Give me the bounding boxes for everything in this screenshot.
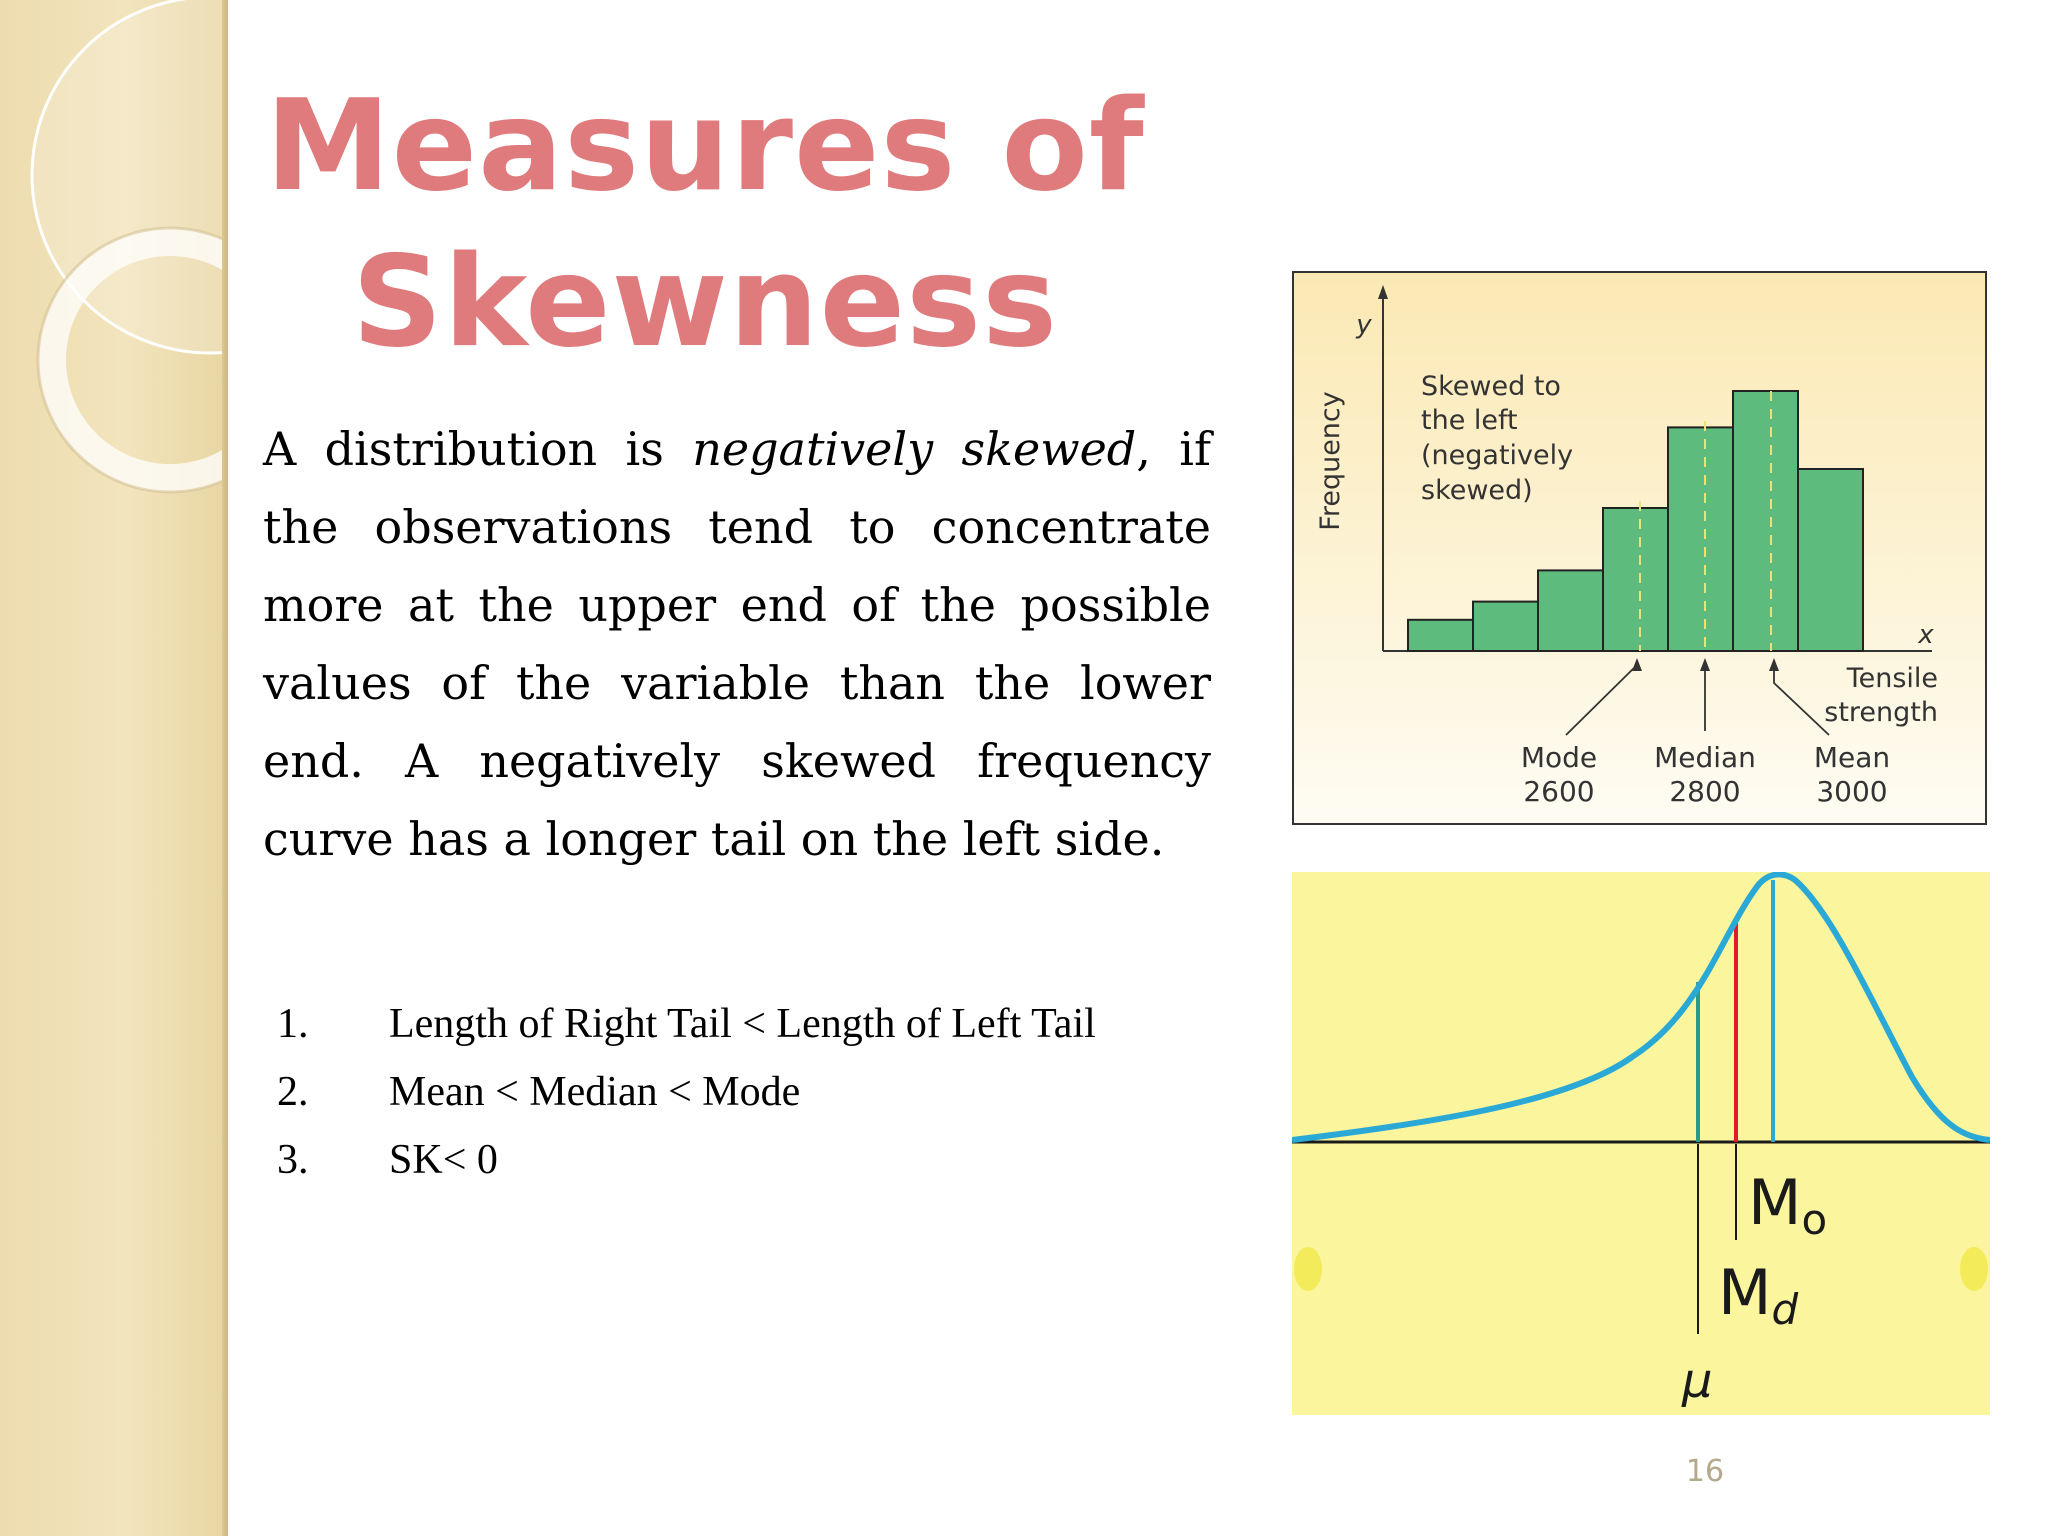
list-item: 2. Mean < Median < Mode [277, 1058, 1197, 1126]
decorative-dot [1294, 1247, 1322, 1291]
mean-pointer [1773, 665, 1830, 736]
mean-value: 3000 [1816, 775, 1887, 808]
histogram-bar [1472, 600, 1539, 653]
histogram-bar [1407, 618, 1474, 652]
x-axis-symbol: x [1917, 620, 1934, 650]
title-line-2: Skewness [351, 228, 1059, 375]
median-value: 2800 [1669, 775, 1740, 808]
mode-arrowhead [1632, 658, 1642, 671]
mode-pointer [1565, 664, 1638, 736]
paragraph-intro: A distribution is [263, 422, 693, 476]
skew-annotation-line: skewed) [1421, 475, 1533, 506]
histogram-bar [1667, 426, 1734, 652]
mean-symbol: μ [1681, 1353, 1713, 1409]
histogram-bar [1732, 390, 1799, 652]
decorative-sidebar [0, 0, 228, 1536]
histogram-panel: y x Frequency Skewed to the left (negati… [1292, 271, 1987, 825]
median-arrowhead [1700, 658, 1710, 671]
definition-paragraph: A distribution is negatively skewed, if … [263, 410, 1211, 878]
mode-label: Mode [1521, 741, 1597, 774]
y-axis-arrow [1378, 285, 1388, 299]
marker-arrows [1565, 664, 1830, 736]
paragraph-term: negatively skewed [692, 422, 1137, 476]
skew-curve-panel: Mo Md μ [1291, 871, 1991, 1415]
list-item-text: Length of Right Tail < Length of Left Ta… [389, 1001, 1096, 1047]
list-item-text: Mean < Median < Mode [389, 1069, 801, 1115]
histogram-bars [1407, 390, 1864, 653]
skew-curve-chart: Mo Md μ [1291, 871, 1991, 1409]
list-item: 3. SK< 0 [277, 1126, 1197, 1194]
mean-label: Mean [1814, 741, 1890, 774]
skew-annotation-line: (negatively [1421, 440, 1573, 471]
y-axis-symbol: y [1355, 310, 1372, 340]
sidebar-edge [222, 0, 228, 1536]
list-item-number: 2. [277, 1069, 309, 1115]
paragraph-rest: , if the observations tend to concentrat… [263, 422, 1211, 866]
mode-symbol: Mo [1748, 1166, 1827, 1244]
x-axis-label-line-1: Tensile [1846, 663, 1938, 694]
properties-list: 1. Length of Right Tail < Length of Left… [277, 990, 1197, 1194]
decorative-rings [30, 0, 228, 494]
histogram-bar [1537, 569, 1604, 652]
mean-arrowhead [1769, 658, 1779, 671]
density-curve [1291, 871, 1991, 1143]
histogram-bar [1797, 468, 1864, 652]
x-axis-label-line-2: strength [1824, 697, 1938, 728]
title-line-1: Measures of [265, 72, 1145, 219]
median-symbol: Md [1718, 1256, 1799, 1334]
mode-value: 2600 [1523, 775, 1594, 808]
page-number: 16 [1685, 1454, 1725, 1489]
decorative-dot [1960, 1247, 1988, 1291]
list-item-number: 3. [277, 1137, 309, 1183]
skew-annotation-line: Skewed to [1421, 371, 1561, 402]
median-label: Median [1654, 741, 1756, 774]
histogram-bar [1602, 507, 1669, 652]
histogram-chart: y x Frequency Skewed to the left (negati… [1315, 285, 1938, 808]
slide-title: Measures of Skewness [230, 68, 1180, 380]
list-item-text: SK< 0 [389, 1137, 498, 1183]
y-axis-label: Frequency [1315, 391, 1346, 531]
list-item-number: 1. [277, 1001, 309, 1047]
skew-annotation-line: the left [1421, 405, 1518, 436]
list-item: 1. Length of Right Tail < Length of Left… [277, 990, 1197, 1058]
